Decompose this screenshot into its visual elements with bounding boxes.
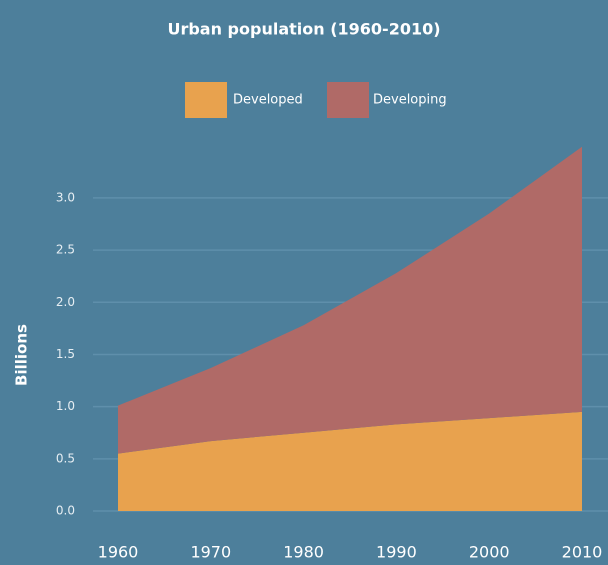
x-tick-label: 2000 xyxy=(469,543,510,562)
area xyxy=(118,146,582,454)
legend-label: Developed xyxy=(233,93,303,108)
y-axis-label: Billions xyxy=(13,324,31,386)
chart-title: Urban population (1960-2010) xyxy=(167,20,440,39)
y-tick-label: 1.5 xyxy=(56,347,75,361)
x-tick-label: 1970 xyxy=(190,543,231,562)
y-tick-label: 0.5 xyxy=(56,451,75,465)
x-tick-label: 1960 xyxy=(98,543,139,562)
legend-label: Developing xyxy=(373,93,447,108)
legend-swatch xyxy=(327,82,369,118)
y-tick-label: 1.0 xyxy=(56,399,75,413)
y-tick-label: 3.0 xyxy=(56,190,75,204)
y-tick-label: 0.0 xyxy=(56,504,75,518)
x-tick-label: 1980 xyxy=(283,543,324,562)
legend-swatch xyxy=(185,82,227,118)
y-tick-label: 2.5 xyxy=(56,243,75,257)
y-tick-label: 2.0 xyxy=(56,295,75,309)
area xyxy=(118,411,582,511)
x-tick-label: 2010 xyxy=(562,543,603,562)
x-tick-label: 1990 xyxy=(376,543,417,562)
